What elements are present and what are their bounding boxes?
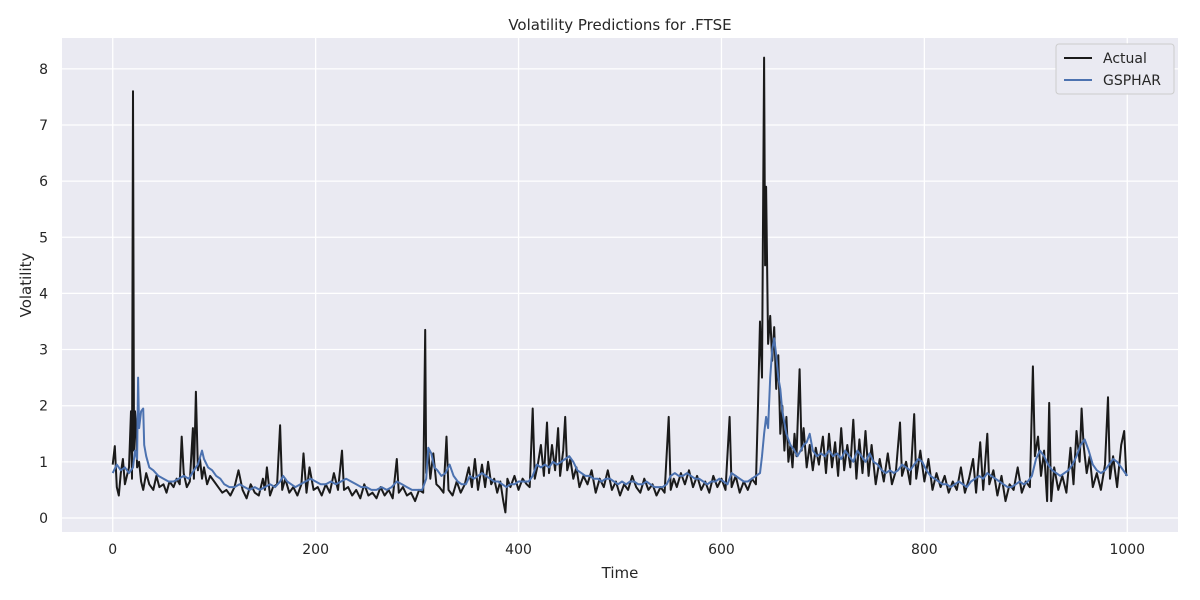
y-tick-labels: 0 1 2 3 4 5 6 7 8 <box>39 62 48 527</box>
legend-label-gsphar: GSPHAR <box>1103 73 1161 89</box>
y-tick-label: 6 <box>39 174 48 190</box>
y-axis-label: Volatility <box>17 252 35 317</box>
plot-background <box>62 38 1178 532</box>
series-line-gsphar <box>111 337 1129 491</box>
y-tick-label: 7 <box>39 118 48 134</box>
y-tick-label: 3 <box>39 343 48 359</box>
y-tick-label: 2 <box>39 399 48 415</box>
y-tick-label: 1 <box>39 455 48 471</box>
x-tick-label: 800 <box>911 542 938 558</box>
chart-title: Volatility Predictions for .FTSE <box>508 16 731 34</box>
x-tick-label: 600 <box>708 542 735 558</box>
series-layer <box>111 56 1129 514</box>
series-line-actual <box>111 56 1128 514</box>
x-tick-labels: 0 200 400 600 800 1000 <box>108 542 1145 558</box>
y-tick-label: 0 <box>39 511 48 527</box>
y-tick-label: 8 <box>39 62 48 78</box>
grid-lines <box>62 38 1178 532</box>
x-tick-label: 1000 <box>1109 542 1145 558</box>
x-tick-label: 0 <box>108 542 117 558</box>
x-axis-label: Time <box>601 564 639 582</box>
y-tick-label: 5 <box>39 230 48 246</box>
x-tick-label: 400 <box>505 542 532 558</box>
y-tick-label: 4 <box>39 286 48 302</box>
legend-label-actual: Actual <box>1103 51 1147 67</box>
legend-box <box>1055 43 1175 95</box>
x-tick-label: 200 <box>302 542 329 558</box>
legend: Actual GSPHAR <box>1055 43 1175 95</box>
